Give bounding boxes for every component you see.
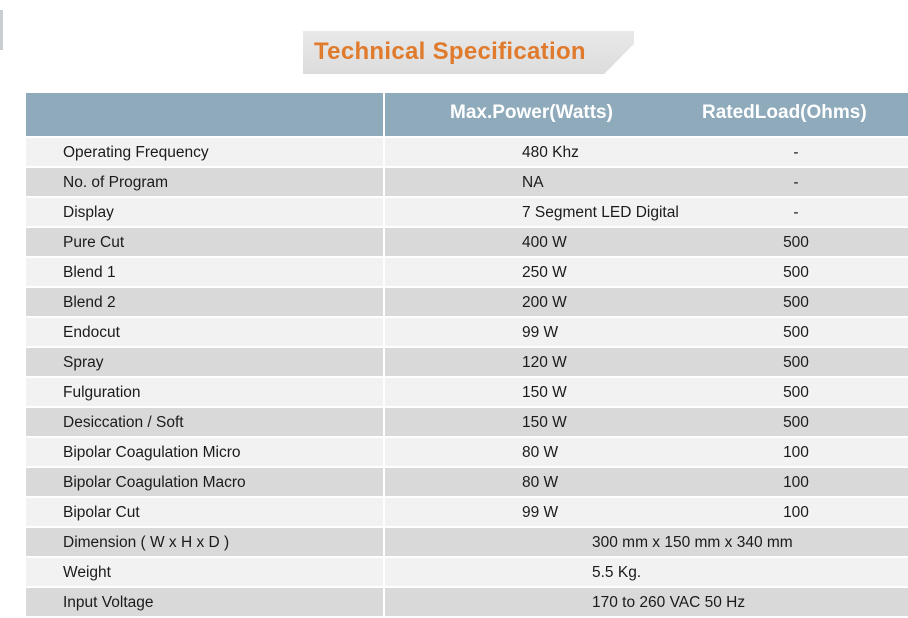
column-divider (383, 258, 385, 286)
row-label: Blend 1 (63, 264, 116, 281)
row-max-power: 200 W (522, 294, 567, 311)
row-rated-load: - (793, 144, 799, 161)
row-rated-load: 500 (783, 264, 809, 281)
row-label: Bipolar Cut (63, 504, 140, 521)
row-rated-load: 100 (783, 474, 809, 491)
header-divider (383, 93, 385, 136)
row-rated-load: 500 (783, 324, 809, 341)
row-rated-load: - (793, 174, 799, 191)
column-divider (383, 558, 385, 586)
table-header: Max.Power(Watts) RatedLoad(Ohms) (26, 93, 908, 138)
spec-table: Max.Power(Watts) RatedLoad(Ohms) Operati… (26, 93, 908, 618)
table-row: Endocut 99 W 500 (26, 318, 908, 348)
table-row: Desiccation / Soft 150 W 500 (26, 408, 908, 438)
row-max-power: NA (522, 174, 544, 191)
table-row: Weight 5.5 Kg. (26, 558, 908, 588)
row-max-power: 250 W (522, 264, 567, 281)
table-row: Bipolar Cut 99 W 100 (26, 498, 908, 528)
row-max-power: 7 Segment LED Digital (522, 204, 679, 221)
row-rated-load: 500 (783, 384, 809, 401)
column-divider (383, 138, 385, 166)
column-divider (383, 228, 385, 256)
page-title: Technical Specification (314, 38, 586, 65)
row-label: Blend 2 (63, 294, 116, 311)
table-row: Bipolar Coagulation Micro 80 W 100 (26, 438, 908, 468)
title-tab (303, 31, 634, 74)
column-divider (383, 288, 385, 316)
row-max-power: 80 W (522, 444, 559, 461)
row-label: Display (63, 204, 114, 221)
row-rated-load: 500 (783, 414, 809, 431)
row-label: Desiccation / Soft (63, 414, 184, 431)
column-divider (383, 378, 385, 406)
row-max-power: 120 W (522, 354, 567, 371)
row-label: Spray (63, 354, 104, 371)
row-spanned-value: 300 mm x 150 mm x 340 mm (592, 534, 793, 551)
table-row: Bipolar Coagulation Macro 80 W 100 (26, 468, 908, 498)
column-divider (383, 468, 385, 496)
column-divider (383, 588, 385, 616)
row-max-power: 80 W (522, 474, 559, 491)
column-divider (383, 348, 385, 376)
row-rated-load: 100 (783, 444, 809, 461)
column-divider (383, 408, 385, 436)
row-rated-load: 500 (783, 354, 809, 371)
column-divider (383, 168, 385, 196)
column-divider (383, 318, 385, 346)
row-label: Bipolar Coagulation Macro (63, 474, 246, 491)
column-divider (383, 438, 385, 466)
header-col-rated-load: RatedLoad(Ohms) (702, 102, 867, 123)
row-max-power: 480 Khz (522, 144, 579, 161)
row-max-power: 150 W (522, 384, 567, 401)
table-row: Pure Cut 400 W 500 (26, 228, 908, 258)
row-spanned-value: 170 to 260 VAC 50 Hz (592, 594, 746, 611)
row-label: Endocut (63, 324, 120, 341)
row-max-power: 150 W (522, 414, 567, 431)
column-divider (383, 498, 385, 526)
row-max-power: 400 W (522, 234, 567, 251)
row-rated-load: 500 (783, 234, 809, 251)
row-spanned-value: 5.5 Kg. (592, 564, 642, 581)
left-edge-bar (0, 10, 3, 50)
table-row: No. of Program NA - (26, 168, 908, 198)
table-row: Display 7 Segment LED Digital - (26, 198, 908, 228)
table-body: Operating Frequency 480 Khz - No. of Progra… (26, 138, 908, 618)
row-label: Input Voltage (63, 594, 154, 611)
column-divider (383, 198, 385, 226)
row-rated-load: 100 (783, 504, 809, 521)
row-rated-load: - (793, 204, 799, 221)
row-rated-load: 500 (783, 294, 809, 311)
table-row: Fulguration 150 W 500 (26, 378, 908, 408)
table-row: Operating Frequency 480 Khz - (26, 138, 908, 168)
row-label: Bipolar Coagulation Micro (63, 444, 241, 461)
row-label: Operating Frequency (63, 144, 209, 161)
row-label: Dimension ( W x H x D ) (63, 534, 230, 551)
table-row: Input Voltage 170 to 260 VAC 50 Hz (26, 588, 908, 618)
row-label: No. of Program (63, 174, 169, 191)
header-col-max-power: Max.Power(Watts) (450, 102, 613, 123)
row-label: Fulguration (63, 384, 141, 401)
row-max-power: 99 W (522, 324, 559, 341)
row-label: Pure Cut (63, 234, 125, 251)
table-row: Blend 2 200 W 500 (26, 288, 908, 318)
row-label: Weight (63, 564, 111, 581)
table-row: Spray 120 W 500 (26, 348, 908, 378)
table-row: Blend 1 250 W 500 (26, 258, 908, 288)
table-row: Dimension ( W x H x D ) 300 mm x 150 mm x… (26, 528, 908, 558)
column-divider (383, 528, 385, 556)
row-max-power: 99 W (522, 504, 559, 521)
